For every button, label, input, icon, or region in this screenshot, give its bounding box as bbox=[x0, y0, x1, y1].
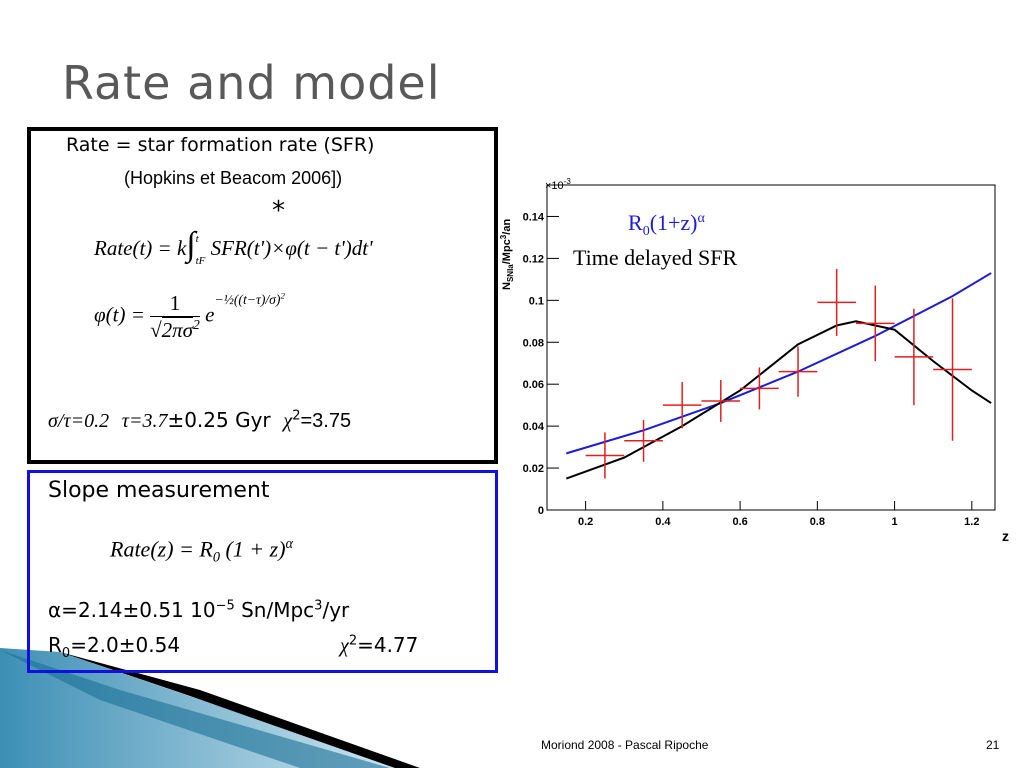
formula: φ(t) = 1 √2πσ2 e−½((t−τ)/σ)2 bbox=[94, 290, 285, 343]
text: -3 bbox=[564, 177, 572, 186]
text: φ(t) = bbox=[94, 302, 145, 327]
text: 2 bbox=[193, 316, 200, 332]
text: e bbox=[205, 302, 215, 327]
x-axis-label: z bbox=[1002, 528, 1009, 544]
chi-line: χ2=4.77 bbox=[340, 633, 418, 658]
y-tick-label: 0.02 bbox=[523, 463, 544, 475]
text: =3.75 bbox=[300, 410, 352, 432]
x-tick-label: 0.2 bbox=[578, 516, 593, 528]
params: σ/τ=0.2 τ=3.7±0.25 Gyr χ2=3.75 bbox=[48, 408, 351, 433]
text: (1+z) bbox=[650, 210, 698, 235]
text: χ bbox=[283, 410, 293, 432]
formula: Rate(z) = R0 (1 + z)α bbox=[110, 536, 293, 567]
text: 2 bbox=[280, 290, 285, 300]
curve bbox=[565, 320, 992, 480]
text: ±0.25 Gyr bbox=[167, 408, 271, 432]
slope-box bbox=[27, 470, 498, 673]
text: R bbox=[628, 210, 643, 235]
r0-line: R0=2.0±0.54 bbox=[48, 633, 180, 661]
x-tick-label: 0.4 bbox=[655, 516, 671, 528]
y-tick-label: 0.04 bbox=[523, 421, 545, 433]
text: α bbox=[285, 536, 294, 552]
text: −½((t−τ)/σ) bbox=[214, 291, 281, 307]
y-tick-label: 0.1 bbox=[529, 295, 544, 307]
text: τ=3.7 bbox=[121, 410, 168, 432]
text: 2 bbox=[348, 633, 358, 649]
multiplier: ×10-3 bbox=[545, 177, 571, 192]
text: SNIa bbox=[506, 264, 515, 282]
text: tF bbox=[195, 255, 206, 268]
x-tick-label: 0.8 bbox=[810, 516, 825, 528]
text: =2.0±0.54 bbox=[70, 633, 181, 657]
plot-frame bbox=[546, 184, 996, 511]
legend-entry: R0(1+z)α bbox=[628, 210, 706, 239]
alpha-line: α=2.14±0.51 10−5 Sn/Mpc3/yr bbox=[48, 598, 349, 622]
swoosh bbox=[60, 652, 420, 768]
text: ∫ bbox=[186, 226, 196, 263]
text: 0 bbox=[212, 549, 220, 566]
text: /Mpc bbox=[501, 239, 513, 264]
y-tick-label: 0.12 bbox=[523, 253, 544, 265]
page-number: 21 bbox=[986, 738, 1000, 752]
text: (1 + z) bbox=[225, 536, 286, 562]
text: * bbox=[272, 196, 285, 226]
text: t bbox=[195, 233, 199, 246]
text: 2πσ bbox=[161, 316, 194, 342]
text: χ bbox=[340, 635, 349, 657]
text: ×10 bbox=[545, 180, 564, 192]
model-box bbox=[27, 127, 498, 464]
text: 3 bbox=[314, 598, 323, 614]
text: Sn/Mpc bbox=[234, 598, 315, 622]
text: SFR(t')×φ(t − t')dt' bbox=[210, 236, 373, 260]
y-tick-label: 0 bbox=[538, 505, 544, 517]
text: Rate = star formation rate (SFR) bbox=[66, 134, 375, 156]
text: Rate(t) = k bbox=[94, 236, 187, 260]
heading: Slope measurement bbox=[48, 478, 270, 503]
text: 2 bbox=[292, 408, 301, 424]
text: α=2.14±0.51 10 bbox=[48, 598, 216, 622]
y-tick-label: 0.14 bbox=[523, 211, 545, 223]
y-tick-label: 0.06 bbox=[523, 379, 544, 391]
swoosh bbox=[0, 648, 400, 768]
x-tick-label: 1 bbox=[892, 516, 898, 528]
text: 1 bbox=[150, 291, 200, 317]
text: −5 bbox=[215, 598, 235, 614]
footer: Moriond 2008 - Pascal Ripoche bbox=[541, 738, 709, 752]
text: 0 bbox=[61, 646, 71, 661]
y-tick-label: 0.08 bbox=[523, 337, 544, 349]
text: 3 bbox=[499, 234, 508, 239]
curve bbox=[566, 272, 992, 455]
text: /an bbox=[501, 219, 513, 235]
text: Rate(z) = R bbox=[110, 536, 213, 562]
text: α bbox=[698, 211, 706, 226]
text: √ bbox=[150, 317, 162, 342]
y-axis-label: NSNIa/Mpc3/an bbox=[499, 219, 515, 290]
x-tick-label: 0.6 bbox=[732, 516, 747, 528]
text: (Hopkins et Beacom 2006]) bbox=[124, 168, 343, 188]
text: σ/τ=0.2 bbox=[48, 410, 110, 432]
text: =4.77 bbox=[357, 633, 419, 657]
title: Rate and model bbox=[62, 56, 441, 110]
x-tick-label: 1.2 bbox=[964, 516, 979, 528]
text: /yr bbox=[322, 598, 350, 622]
legend-entry: Time delayed SFR bbox=[573, 245, 738, 270]
text: 0 bbox=[643, 224, 650, 239]
text: N bbox=[501, 282, 513, 290]
text: R bbox=[48, 633, 62, 657]
formula: Rate(t) = k∫ t tF SFR(t')×φ(t − t')dt' bbox=[94, 226, 373, 272]
